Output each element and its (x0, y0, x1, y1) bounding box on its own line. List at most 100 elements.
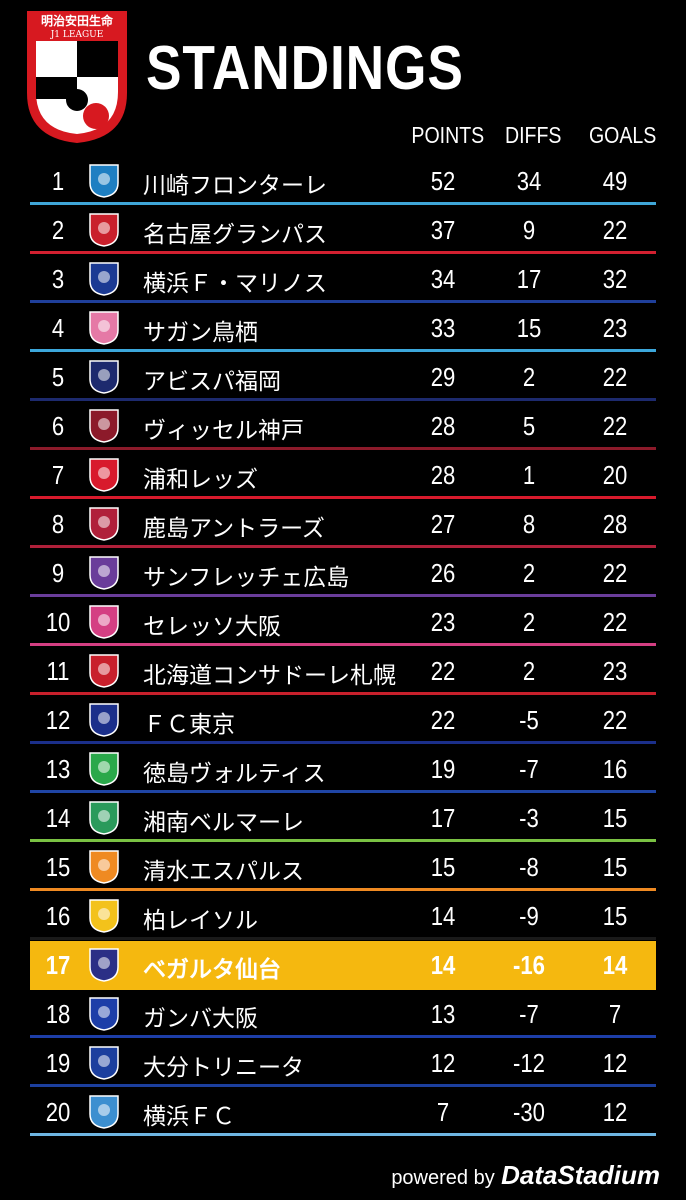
diffs-cell: -3 (519, 803, 539, 833)
team-crest-icon (89, 1046, 119, 1080)
team-crest-icon (89, 1095, 119, 1129)
team-crest-icon (89, 703, 119, 737)
team-crest-icon (89, 556, 119, 590)
row-divider (30, 839, 656, 842)
row-divider (30, 594, 656, 597)
team-name: 浦和レッズ (143, 467, 258, 493)
standings-row: 14 湘南ベルマーレ 17 -3 15 (0, 794, 686, 843)
goals-cell: 22 (602, 607, 628, 637)
standings-row: 20 横浜ＦＣ 7 -30 12 (0, 1088, 686, 1137)
powered-by-label: powered by (391, 1167, 495, 1189)
team-name: 北海道コンサドーレ札幌 (143, 663, 396, 689)
row-divider (30, 349, 656, 352)
column-header-points: POINTS (411, 122, 485, 148)
diffs-cell: -9 (519, 901, 539, 931)
goals-cell: 7 (608, 999, 622, 1029)
goals-cell: 16 (602, 754, 628, 784)
standings-row: 19 大分トリニータ 12 -12 12 (0, 1039, 686, 1088)
standings-row: 1 川崎フロンターレ 52 34 49 (0, 157, 686, 206)
points-cell: 13 (430, 999, 456, 1029)
row-divider (30, 202, 656, 205)
team-crest-icon (89, 752, 119, 786)
team-name: 清水エスパルス (143, 859, 304, 885)
points-cell: 34 (430, 264, 456, 294)
team-name: 横浜Ｆ・マリノス (143, 271, 327, 297)
goals-cell: 15 (602, 901, 628, 931)
rank-cell: 6 (51, 411, 65, 441)
standings-row: 15 清水エスパルス 15 -8 15 (0, 843, 686, 892)
row-divider (30, 643, 656, 646)
goals-cell: 49 (602, 166, 628, 196)
row-divider (30, 545, 656, 548)
rank-cell: 20 (45, 1097, 71, 1127)
standings-table: 1 川崎フロンターレ 52 34 49 2 名古屋グランパス 37 9 22 3 横浜Ｆ・マリノス 34… (0, 157, 686, 1137)
rank-cell: 15 (45, 852, 71, 882)
team-name: 湘南ベルマーレ (143, 810, 304, 836)
standings-row: 4 サガン鳥栖 33 15 23 (0, 304, 686, 353)
row-divider (30, 1035, 656, 1038)
team-crest-icon (89, 458, 119, 492)
standings-row: 18 ガンバ大阪 13 -7 7 (0, 990, 686, 1039)
diffs-cell: -5 (519, 705, 539, 735)
team-name: ＦＣ東京 (143, 712, 235, 738)
points-cell: 37 (430, 215, 456, 245)
row-divider (30, 1084, 656, 1087)
team-name: サンフレッチェ広島 (143, 565, 350, 591)
diffs-cell: -7 (519, 754, 539, 784)
rank-cell: 4 (51, 313, 65, 343)
points-cell: 17 (430, 803, 456, 833)
goals-cell: 20 (602, 460, 628, 490)
goals-cell: 32 (602, 264, 628, 294)
standings-row: 11 北海道コンサドーレ札幌 22 2 23 (0, 647, 686, 696)
diffs-cell: 34 (516, 166, 542, 196)
logo-sponsor: 明治安田生命 (41, 13, 114, 28)
team-crest-icon (89, 654, 119, 688)
standings-row: 5 アビスパ福岡 29 2 22 (0, 353, 686, 402)
team-name: 大分トリニータ (143, 1055, 304, 1081)
rank-cell: 11 (46, 656, 70, 686)
row-divider (30, 496, 656, 499)
diffs-cell: -30 (513, 1097, 545, 1127)
diffs-cell: -12 (513, 1048, 545, 1078)
diffs-cell: 2 (522, 656, 536, 686)
standings-row: 2 名古屋グランパス 37 9 22 (0, 206, 686, 255)
diffs-cell: 2 (522, 607, 536, 637)
column-header-goals: GOALS (588, 122, 657, 148)
logo-league: J1 LEAGUE (50, 30, 104, 40)
team-crest-icon (89, 605, 119, 639)
points-cell: 22 (430, 705, 456, 735)
team-name: ベガルタ仙台 (143, 957, 281, 983)
rank-cell: 5 (51, 362, 65, 392)
standings-row: 17 ベガルタ仙台 14 -16 14 (0, 941, 686, 990)
goals-cell: 22 (602, 362, 628, 392)
team-crest-icon (89, 948, 119, 982)
row-divider (30, 741, 656, 744)
rank-cell: 10 (45, 607, 71, 637)
row-divider (30, 398, 656, 401)
highlight-background (30, 941, 656, 990)
row-divider (30, 447, 656, 450)
points-cell: 14 (430, 901, 456, 931)
footer-credit: powered by DataStadium (391, 1160, 660, 1191)
rank-cell: 19 (45, 1048, 71, 1078)
points-cell: 19 (430, 754, 456, 784)
points-cell: 15 (430, 852, 456, 882)
diffs-cell: 17 (516, 264, 542, 294)
rank-cell: 3 (51, 264, 65, 294)
points-cell: 27 (430, 509, 456, 539)
diffs-cell: 5 (522, 411, 536, 441)
standings-row: 12 ＦＣ東京 22 -5 22 (0, 696, 686, 745)
row-divider (30, 888, 656, 891)
diffs-cell: 2 (522, 362, 536, 392)
team-crest-icon (89, 164, 119, 198)
points-cell: 14 (430, 950, 456, 980)
row-divider (30, 1133, 656, 1136)
team-crest-icon (89, 311, 119, 345)
rank-cell: 8 (51, 509, 65, 539)
team-crest-icon (89, 360, 119, 394)
points-cell: 28 (430, 460, 456, 490)
team-crest-icon (89, 997, 119, 1031)
team-name: 川崎フロンターレ (143, 173, 327, 199)
rank-cell: 7 (51, 460, 65, 490)
goals-cell: 14 (602, 950, 628, 980)
